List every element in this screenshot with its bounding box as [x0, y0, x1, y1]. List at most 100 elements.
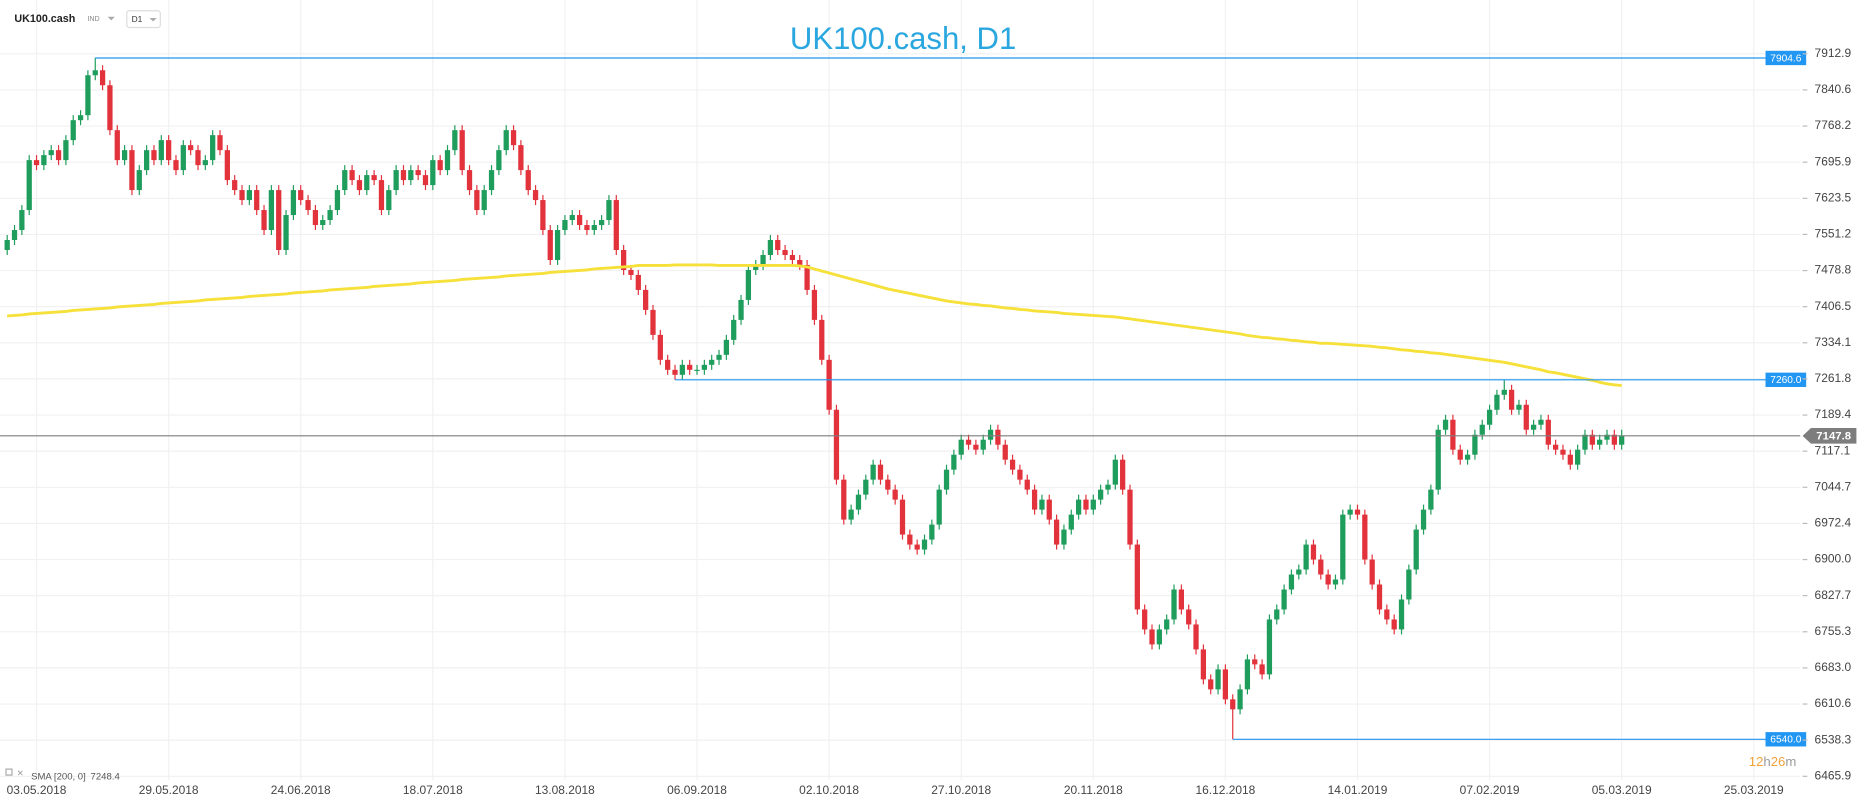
candle-body: [415, 170, 421, 176]
candle-body: [672, 369, 678, 375]
timeframe[interactable]: D1: [132, 14, 143, 24]
candle-body: [1266, 619, 1273, 675]
candle-body: [951, 454, 957, 470]
candle-body: [1002, 444, 1008, 460]
candle-body: [731, 319, 737, 340]
candle-body: [1244, 659, 1251, 690]
candle-body: [1428, 489, 1434, 510]
candle-body: [393, 170, 399, 191]
candle-body: [510, 130, 517, 146]
overlay: 7904.6 7260.0 6540.0 7147.8: [0, 50, 1857, 747]
candle-body: [789, 254, 796, 260]
candle-body: [173, 160, 179, 171]
candle-body: [995, 429, 1001, 445]
candle-body: [1193, 624, 1199, 650]
x-tick-label: 03.05.2018: [7, 783, 67, 797]
countdown-minutes: 26: [1771, 755, 1786, 770]
candle-body: [1347, 509, 1353, 515]
symbol[interactable]: UK100.cash: [14, 13, 75, 25]
candle-body: [1031, 489, 1038, 510]
candle-body: [488, 170, 495, 191]
y-tick-label: 7261.8: [1815, 371, 1852, 385]
candle-body: [195, 150, 201, 166]
candle-body: [1523, 404, 1529, 430]
dropdown-arrow[interactable]: [149, 17, 157, 22]
candle-body: [723, 339, 730, 355]
candle-body: [1457, 449, 1463, 460]
candle-body: [1538, 419, 1544, 425]
timeframe-box[interactable]: [126, 10, 161, 29]
candle-body: [1582, 434, 1588, 450]
candle-body: [1237, 689, 1243, 710]
candle-body: [775, 240, 781, 250]
candle-body: [386, 190, 392, 211]
candle-body: [1222, 669, 1229, 700]
x-tick-label: 07.02.2019: [1460, 783, 1520, 797]
candle-body: [877, 464, 884, 480]
candle-body: [422, 175, 429, 186]
candle-body: [254, 190, 260, 211]
candle-body: [965, 439, 972, 445]
legend-icon-close[interactable]: ✕: [17, 768, 24, 778]
candle-body: [1105, 484, 1111, 490]
candle-body: [371, 175, 377, 181]
y-tick-label: 7768.2: [1815, 118, 1852, 132]
x-tick-label: 24.06.2018: [271, 783, 331, 797]
candle-body: [1009, 459, 1016, 470]
last-price-box: [1802, 428, 1857, 444]
y-tick-label: 7189.4: [1815, 407, 1852, 421]
candle-body: [1420, 509, 1427, 530]
candle-body: [136, 170, 142, 191]
candle-body: [1208, 679, 1214, 690]
candle-body: [518, 145, 524, 171]
chart-title: UK100.cash, D1: [790, 21, 1016, 56]
y-tick-label: 6755.3: [1815, 624, 1852, 638]
candle-body: [650, 309, 656, 335]
candle-body: [1098, 489, 1104, 500]
legend-icon[interactable]: [5, 768, 13, 776]
candle-body: [1017, 469, 1023, 480]
candle-body: [1120, 459, 1126, 490]
candle-body: [239, 190, 245, 201]
y-tick-label: 6900.0: [1815, 552, 1852, 566]
candle-body: [591, 225, 597, 231]
candle-body: [1164, 619, 1170, 630]
candle-body: [503, 130, 509, 151]
candle-body: [1391, 619, 1397, 630]
candle-body: [576, 215, 583, 226]
candle-body: [364, 175, 370, 191]
candle-body: [958, 439, 964, 455]
x-tick-label: 05.03.2019: [1592, 783, 1652, 797]
candle-body: [1274, 609, 1280, 620]
candle-body: [63, 140, 69, 161]
dropdown-arrow[interactable]: [107, 16, 115, 21]
candle-body: [1479, 424, 1485, 435]
candle-body: [584, 225, 590, 231]
candle-body: [657, 334, 663, 360]
candle-body: [268, 190, 275, 231]
countdown-h: h: [1763, 755, 1770, 770]
candle-body: [1332, 579, 1339, 585]
market[interactable]: IND: [87, 15, 99, 23]
candle-body: [921, 539, 928, 550]
candle-body: [1340, 514, 1346, 580]
candle-body: [980, 439, 986, 450]
candle-body: [327, 210, 333, 221]
candle-body: [738, 299, 744, 320]
candle-body: [290, 190, 297, 216]
countdown-m: m: [1785, 755, 1796, 770]
candle-body: [437, 160, 443, 171]
candle-body: [914, 544, 920, 550]
candle-body: [598, 220, 605, 226]
candle-body: [180, 145, 186, 171]
candle-body: [1406, 569, 1412, 600]
candle-body: [562, 220, 568, 231]
candle-body: [782, 249, 788, 255]
candle-body: [1619, 435, 1625, 445]
candle-body: [41, 155, 47, 166]
candle-body: [1127, 489, 1133, 545]
candle-body: [121, 150, 128, 161]
candle-body: [1369, 559, 1375, 585]
